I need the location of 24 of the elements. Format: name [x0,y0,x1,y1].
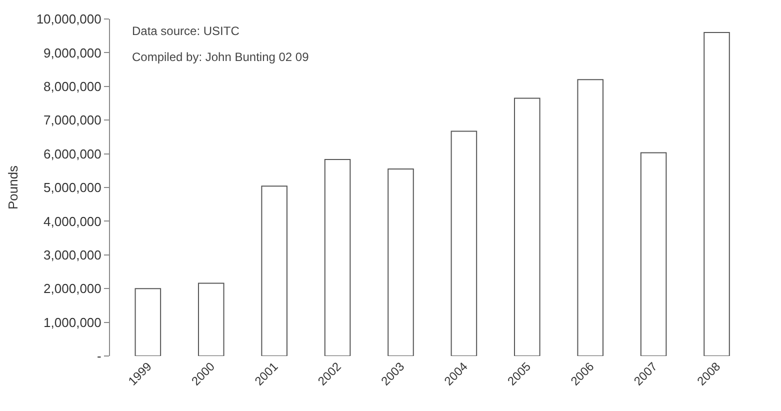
y-tick-label: 2,000,000 [44,281,102,296]
bar [134,288,162,356]
bar [388,168,414,356]
bar [577,79,604,356]
bar [450,130,478,356]
bar [261,186,288,356]
y-tick-label: 5,000,000 [44,180,102,196]
y-tick-label: 10,000,000 [36,12,102,27]
y-tick-label: 1,000,000 [44,314,102,330]
y-tick-label: 3,000,000 [44,247,102,262]
y-tick-label: 9,000,000 [44,45,102,60]
y-tick-label: 8,000,000 [44,78,102,94]
bar [514,98,540,356]
annotation: Compiled by: John Bunting 02 09 [132,50,310,64]
bar [198,282,224,356]
y-tick-label: 7,000,000 [44,112,102,128]
y-tick-label: 4,000,000 [44,214,102,229]
y-tick-label: 6,000,000 [44,146,102,162]
bar [704,32,730,356]
bar [640,152,667,356]
annotation: Data source: USITC [132,24,240,38]
y-tick-label: - [97,348,102,364]
bar [324,159,351,356]
y-axis-title: Pounds [5,164,20,210]
